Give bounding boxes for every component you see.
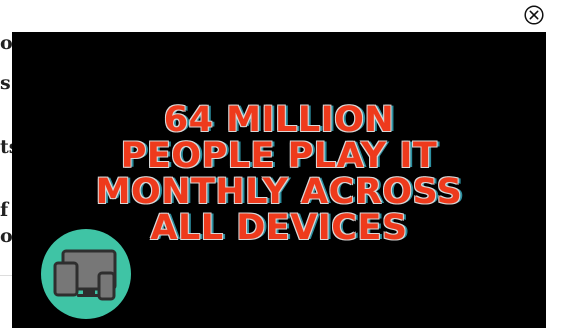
article-text-fragment: f xyxy=(0,199,9,221)
devices-badge xyxy=(41,229,131,319)
ad-headline: 64 MILLION PEOPLE PLAY IT MONTHLY ACROSS… xyxy=(12,102,546,246)
headline-line: ALL DEVICES xyxy=(150,208,408,248)
close-button[interactable] xyxy=(524,5,544,25)
article-text-fragment: s xyxy=(0,72,11,94)
headline-line: 64 MILLION xyxy=(163,100,395,140)
headline-line: PEOPLE PLAY IT xyxy=(120,136,438,176)
headline-line: MONTHLY ACROSS xyxy=(95,172,463,212)
close-circle-icon xyxy=(524,5,544,25)
video-ad-overlay[interactable]: 64 MILLION PEOPLE PLAY IT MONTHLY ACROSS… xyxy=(12,32,546,328)
divider xyxy=(0,275,14,276)
devices-icon xyxy=(53,249,117,301)
